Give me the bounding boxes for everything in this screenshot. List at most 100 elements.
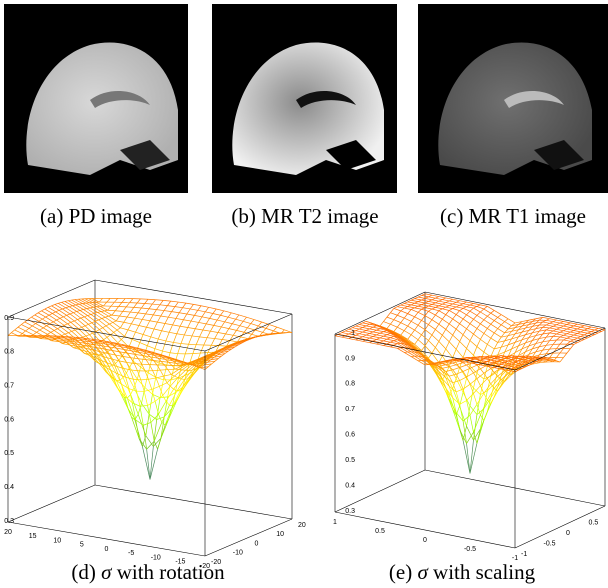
mesh-line xyxy=(237,326,240,331)
mesh-line xyxy=(143,335,151,337)
mesh-line xyxy=(394,307,397,309)
mesh-line xyxy=(221,322,224,327)
mesh-line xyxy=(377,344,384,345)
mesh-line xyxy=(230,341,238,342)
mesh-line xyxy=(206,318,209,323)
mesh-line xyxy=(216,309,224,311)
mesh-line xyxy=(463,415,470,421)
mesh-line xyxy=(557,325,564,326)
mesh-line xyxy=(356,326,363,327)
mesh-line xyxy=(47,332,50,334)
mesh-line xyxy=(176,318,184,319)
mesh-line xyxy=(35,315,43,319)
mesh-line xyxy=(156,300,164,301)
mesh-line xyxy=(415,330,422,335)
mesh-line xyxy=(428,297,435,298)
mesh-line xyxy=(177,334,185,335)
mesh-line xyxy=(155,396,163,402)
mesh-line xyxy=(92,321,95,322)
mesh-line xyxy=(435,341,438,347)
mesh-line xyxy=(15,327,18,330)
mesh-line xyxy=(463,315,466,319)
mesh-line xyxy=(25,322,33,326)
mesh-line xyxy=(160,370,163,376)
mesh-line xyxy=(477,362,480,374)
z-tick-label: 0.5 xyxy=(345,457,355,464)
mesh-line xyxy=(442,319,449,324)
mesh-line xyxy=(425,294,432,295)
mesh-line xyxy=(114,330,117,332)
mesh-line xyxy=(494,321,501,325)
z-tick-label: 0.3 xyxy=(345,508,355,515)
mesh-line xyxy=(149,304,152,309)
mesh-line xyxy=(86,335,89,336)
mesh-line xyxy=(33,332,36,334)
mesh-line xyxy=(473,306,476,308)
mesh-line xyxy=(449,310,456,314)
mesh-line xyxy=(428,306,435,307)
mesh-line xyxy=(210,325,213,331)
mesh-line xyxy=(118,340,121,343)
mesh-line xyxy=(456,302,463,303)
mesh-line xyxy=(132,339,140,342)
mesh-line xyxy=(473,315,476,319)
mesh-line xyxy=(366,330,373,331)
mesh-line xyxy=(415,340,418,345)
mesh-line xyxy=(254,320,262,322)
mesh-line xyxy=(63,315,66,316)
mesh-line xyxy=(32,324,35,326)
mesh-line xyxy=(446,298,453,299)
mesh-line xyxy=(577,341,580,343)
mesh-line xyxy=(157,305,160,310)
mesh-line xyxy=(162,324,165,331)
mesh-line xyxy=(553,326,560,327)
mesh-line xyxy=(95,320,98,321)
caption: (c) MR T1 image xyxy=(440,204,586,228)
mesh-line xyxy=(435,303,442,304)
mesh-line xyxy=(89,333,92,335)
z-tick-label: 0.7 xyxy=(345,406,355,413)
mesh-line xyxy=(86,303,94,307)
mesh-line xyxy=(221,327,229,329)
mesh-line xyxy=(377,339,384,340)
mesh-line xyxy=(169,332,177,333)
mesh-line xyxy=(484,333,491,338)
mesh-line xyxy=(130,299,133,303)
mesh-line xyxy=(439,335,442,341)
mesh-line xyxy=(244,328,247,332)
mesh-line xyxy=(140,335,143,343)
mesh-line xyxy=(477,306,484,309)
mesh-line xyxy=(21,322,24,325)
mesh-line xyxy=(68,331,71,332)
mesh-line xyxy=(143,327,146,334)
mesh-line xyxy=(21,325,29,329)
mesh-line xyxy=(570,337,577,338)
mesh-line xyxy=(432,309,439,311)
mesh-line xyxy=(467,307,474,308)
mesh-line xyxy=(463,384,470,389)
mesh-line xyxy=(143,422,151,425)
mesh-line xyxy=(387,324,390,328)
mesh-line xyxy=(411,357,418,361)
mesh-line xyxy=(570,323,577,324)
mesh-line xyxy=(163,351,171,353)
box-edge xyxy=(335,292,425,334)
mesh-line xyxy=(432,315,435,320)
mesh-line xyxy=(233,330,236,335)
mesh-line xyxy=(211,339,214,346)
mesh-line xyxy=(487,316,494,320)
z-tick-label: 0.8 xyxy=(345,381,355,388)
mesh-line xyxy=(243,317,246,321)
mesh-line xyxy=(138,359,141,364)
mesh-line xyxy=(263,328,266,332)
mesh-line xyxy=(165,324,173,325)
mesh-line xyxy=(380,322,383,326)
mesh-line xyxy=(136,332,144,334)
y-tick-label: -1 xyxy=(521,551,527,558)
mesh-line xyxy=(473,394,476,405)
mesh-line xyxy=(82,299,90,303)
mesh-line xyxy=(154,329,162,331)
mesh-line xyxy=(220,315,228,317)
mesh-line xyxy=(84,316,87,317)
mesh-line xyxy=(241,337,249,339)
